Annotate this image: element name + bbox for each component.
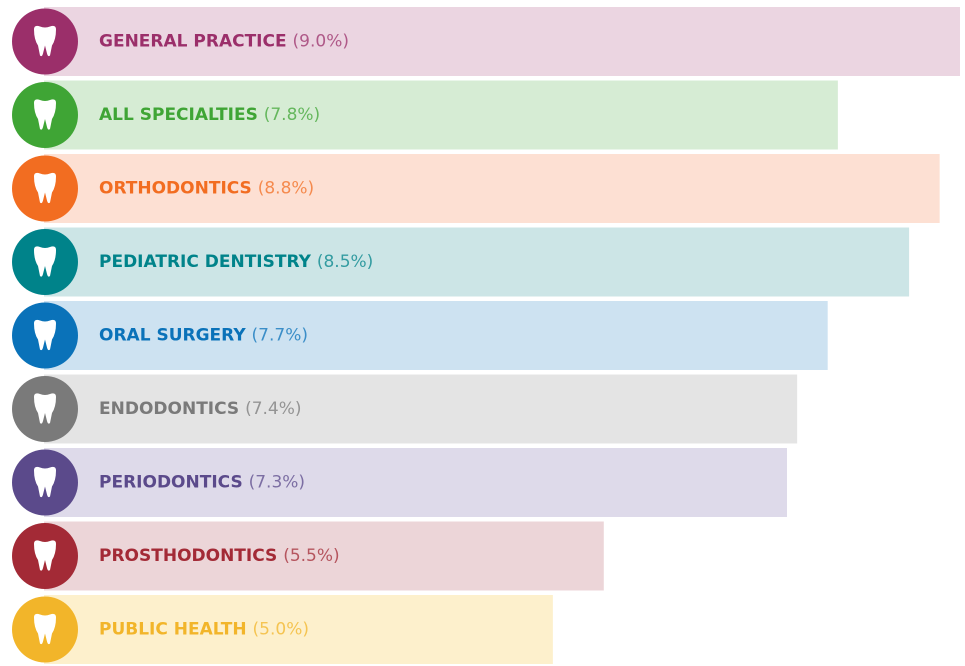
category-label: ORTHODONTICS (8.8%)	[99, 179, 314, 199]
category-label: PEDIATRIC DENTISTRY (8.5%)	[99, 252, 373, 272]
icon	[34, 393, 56, 424]
value-label: (7.4%)	[245, 399, 301, 419]
value-label: (7.7%)	[252, 326, 308, 346]
value-label: (8.8%)	[258, 179, 314, 199]
category-name: PERIODONTICS	[99, 473, 243, 493]
category-name: GENERAL PRACTICE	[99, 32, 287, 52]
bar	[44, 154, 940, 223]
category-label: ALL SPECIALTIES (7.8%)	[99, 105, 320, 125]
bar	[44, 80, 838, 150]
value-label: (5.5%)	[283, 546, 339, 566]
category-label: PROSTHODONTICS (5.5%)	[99, 546, 340, 566]
bar	[44, 374, 798, 444]
icon	[34, 172, 56, 204]
bar	[44, 7, 960, 76]
icon	[34, 613, 56, 645]
bar	[44, 301, 828, 370]
icon	[34, 99, 56, 130]
icon	[34, 25, 56, 57]
category-label: GENERAL PRACTICE (9.0%)	[99, 32, 349, 52]
category-name: ENDODONTICS	[99, 399, 239, 419]
category-label: ORAL SURGERY (7.7%)	[99, 326, 308, 346]
icon	[34, 540, 56, 571]
category-name: PEDIATRIC DENTISTRY	[99, 252, 312, 272]
category-label: PERIODONTICS (7.3%)	[99, 473, 305, 493]
category-label: ENDODONTICS (7.4%)	[99, 399, 302, 419]
category-name: PROSTHODONTICS	[99, 546, 277, 566]
value-label: (7.3%)	[249, 473, 305, 493]
bar	[44, 521, 604, 591]
category-label: PUBLIC HEALTH (5.0%)	[99, 620, 309, 640]
bar	[44, 448, 787, 517]
icon	[34, 466, 56, 498]
icon	[34, 246, 56, 277]
value-label: (5.0%)	[253, 620, 309, 640]
bar	[44, 595, 553, 664]
icon	[34, 319, 56, 351]
category-name: ALL SPECIALTIES	[99, 105, 258, 125]
category-name: PUBLIC HEALTH	[99, 620, 247, 640]
bar	[44, 227, 910, 297]
category-name: ORTHODONTICS	[99, 179, 252, 199]
value-label: (7.8%)	[264, 105, 320, 125]
value-label: (8.5%)	[317, 252, 373, 272]
value-label: (9.0%)	[293, 32, 349, 52]
category-name: ORAL SURGERY	[99, 326, 246, 346]
